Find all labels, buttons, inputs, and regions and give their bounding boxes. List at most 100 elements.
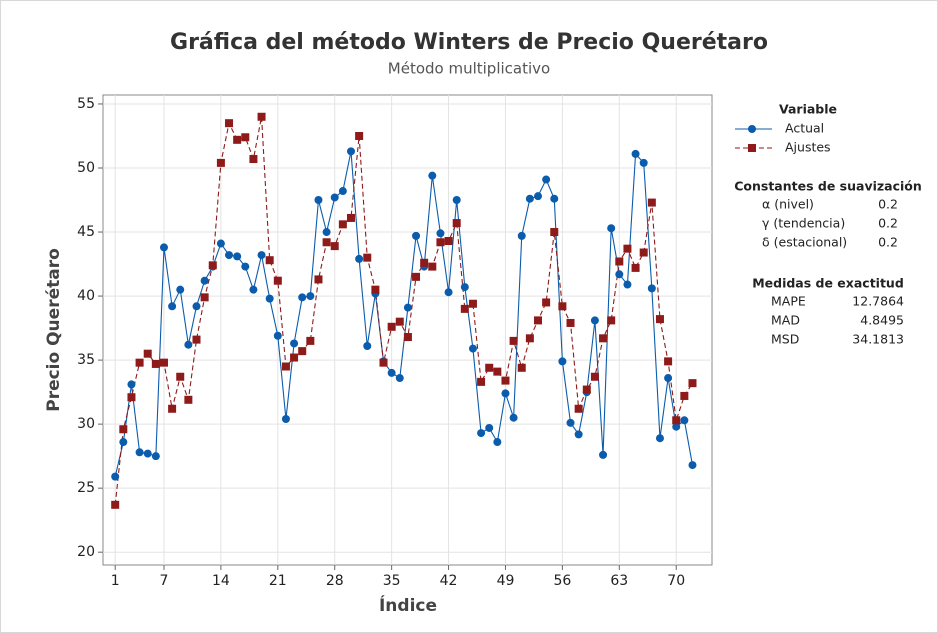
point [338,187,347,196]
x-tick-label: 56 [553,573,571,589]
point [265,256,274,265]
panel-value: 34.1813 [852,332,904,347]
point [159,243,168,252]
point [387,322,396,331]
point [493,438,502,447]
point [558,302,567,311]
point [192,335,201,344]
panel-value: 4.8495 [860,313,904,328]
point [550,228,559,237]
point [647,198,656,207]
y-tick-label: 40 [77,288,95,304]
point [623,244,632,253]
point [599,334,608,343]
x-tick-label: 14 [212,573,230,589]
point [542,298,551,307]
point [688,461,697,470]
point [135,358,144,367]
point [477,377,486,386]
point [151,359,160,368]
point [249,285,258,294]
point [550,194,559,203]
point [623,280,632,289]
point [582,385,591,394]
point [688,379,697,388]
point [265,294,274,303]
point [273,331,282,340]
legend-label: Ajustes [785,140,831,155]
point [647,284,656,293]
point [403,333,412,342]
point [509,413,518,422]
point [330,242,339,251]
point [615,257,624,266]
point [200,276,209,285]
point [298,293,307,302]
x-tick-label: 35 [383,573,401,589]
point [607,224,616,233]
point [395,374,404,383]
panel-title: Medidas de exactitud [752,276,904,291]
point [298,347,307,356]
point [485,423,494,432]
y-axis-label: Precio Querétaro [44,248,64,412]
panel-title: Constantes de suavización [734,179,922,194]
point [330,193,339,202]
point [452,219,461,228]
point [159,358,168,367]
point [444,236,453,245]
plot-area [102,94,713,566]
point [542,175,551,184]
point [208,261,217,270]
point [590,372,599,381]
x-axis-label: Índice [379,594,437,616]
point [200,293,209,302]
x-tick-label: 70 [667,573,685,589]
point [346,147,355,156]
point [615,270,624,279]
point [525,334,534,343]
point [143,349,152,358]
point [493,367,502,376]
point [379,358,388,367]
point [371,285,380,294]
point [501,389,510,398]
point [176,285,185,294]
panel-value: 0.2 [878,197,898,212]
x-tick-label: 21 [269,573,287,589]
point [412,231,421,240]
x-tick-label: 28 [326,573,344,589]
point [216,158,225,167]
point [216,239,225,248]
point [346,213,355,222]
point [168,404,177,413]
point [192,302,201,311]
point [273,276,282,285]
point [509,336,518,345]
point [257,251,266,260]
point [233,252,242,261]
point [485,363,494,372]
panel-label: α (nivel) [762,197,814,212]
point [680,391,689,400]
point [460,283,469,292]
point [566,318,575,327]
point [184,340,193,349]
point [574,404,583,413]
point [664,357,673,366]
point [119,425,128,434]
point [111,500,120,509]
point [290,353,299,362]
point [249,155,258,164]
point [534,192,542,201]
x-tick-label: 42 [440,573,458,589]
chart-title: Gráfica del método Winters de Precio Que… [170,30,768,55]
x-tick-label: 1 [111,573,120,589]
point [680,416,689,425]
x-tick-label: 49 [497,573,515,589]
point [428,262,437,271]
y-tick-label: 45 [77,224,95,240]
panel-label: MSD [771,332,799,347]
point [672,416,681,425]
